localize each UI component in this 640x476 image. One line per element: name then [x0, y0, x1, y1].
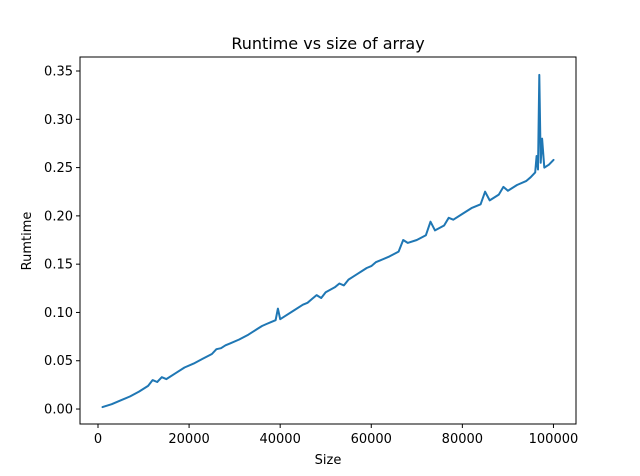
- x-tick-label: 100000: [529, 432, 579, 447]
- y-tick-label: 0.05: [44, 354, 73, 369]
- y-tick-label: 0.25: [44, 161, 73, 176]
- y-tick-label: 0.20: [44, 209, 73, 224]
- y-axis-label: Rumtime: [20, 212, 35, 271]
- x-tick-label: 60000: [351, 432, 392, 447]
- x-tick-label: 80000: [442, 432, 483, 447]
- series-layer: [101, 73, 555, 409]
- x-tick-label: 20000: [168, 432, 209, 447]
- y-tick-label: 0.30: [44, 113, 73, 128]
- plot-area: [79, 56, 577, 425]
- x-axis-label: Size: [315, 453, 342, 468]
- chart-title: Runtime vs size of array: [231, 34, 424, 53]
- series-line: [101, 73, 555, 409]
- x-axis: 0 20000 40000 60000 80000 100000: [94, 424, 578, 447]
- y-tick-label: 0.10: [44, 306, 73, 321]
- y-axis: 0.00 0.05 0.10 0.15 0.20 0.25 0.30 0.35: [44, 65, 80, 418]
- x-tick-label: 0: [94, 432, 102, 447]
- y-tick-label: 0.35: [44, 65, 73, 80]
- x-tick-label: 40000: [259, 432, 300, 447]
- y-tick-label: 0.15: [44, 258, 73, 273]
- y-tick-label: 0.00: [44, 403, 73, 418]
